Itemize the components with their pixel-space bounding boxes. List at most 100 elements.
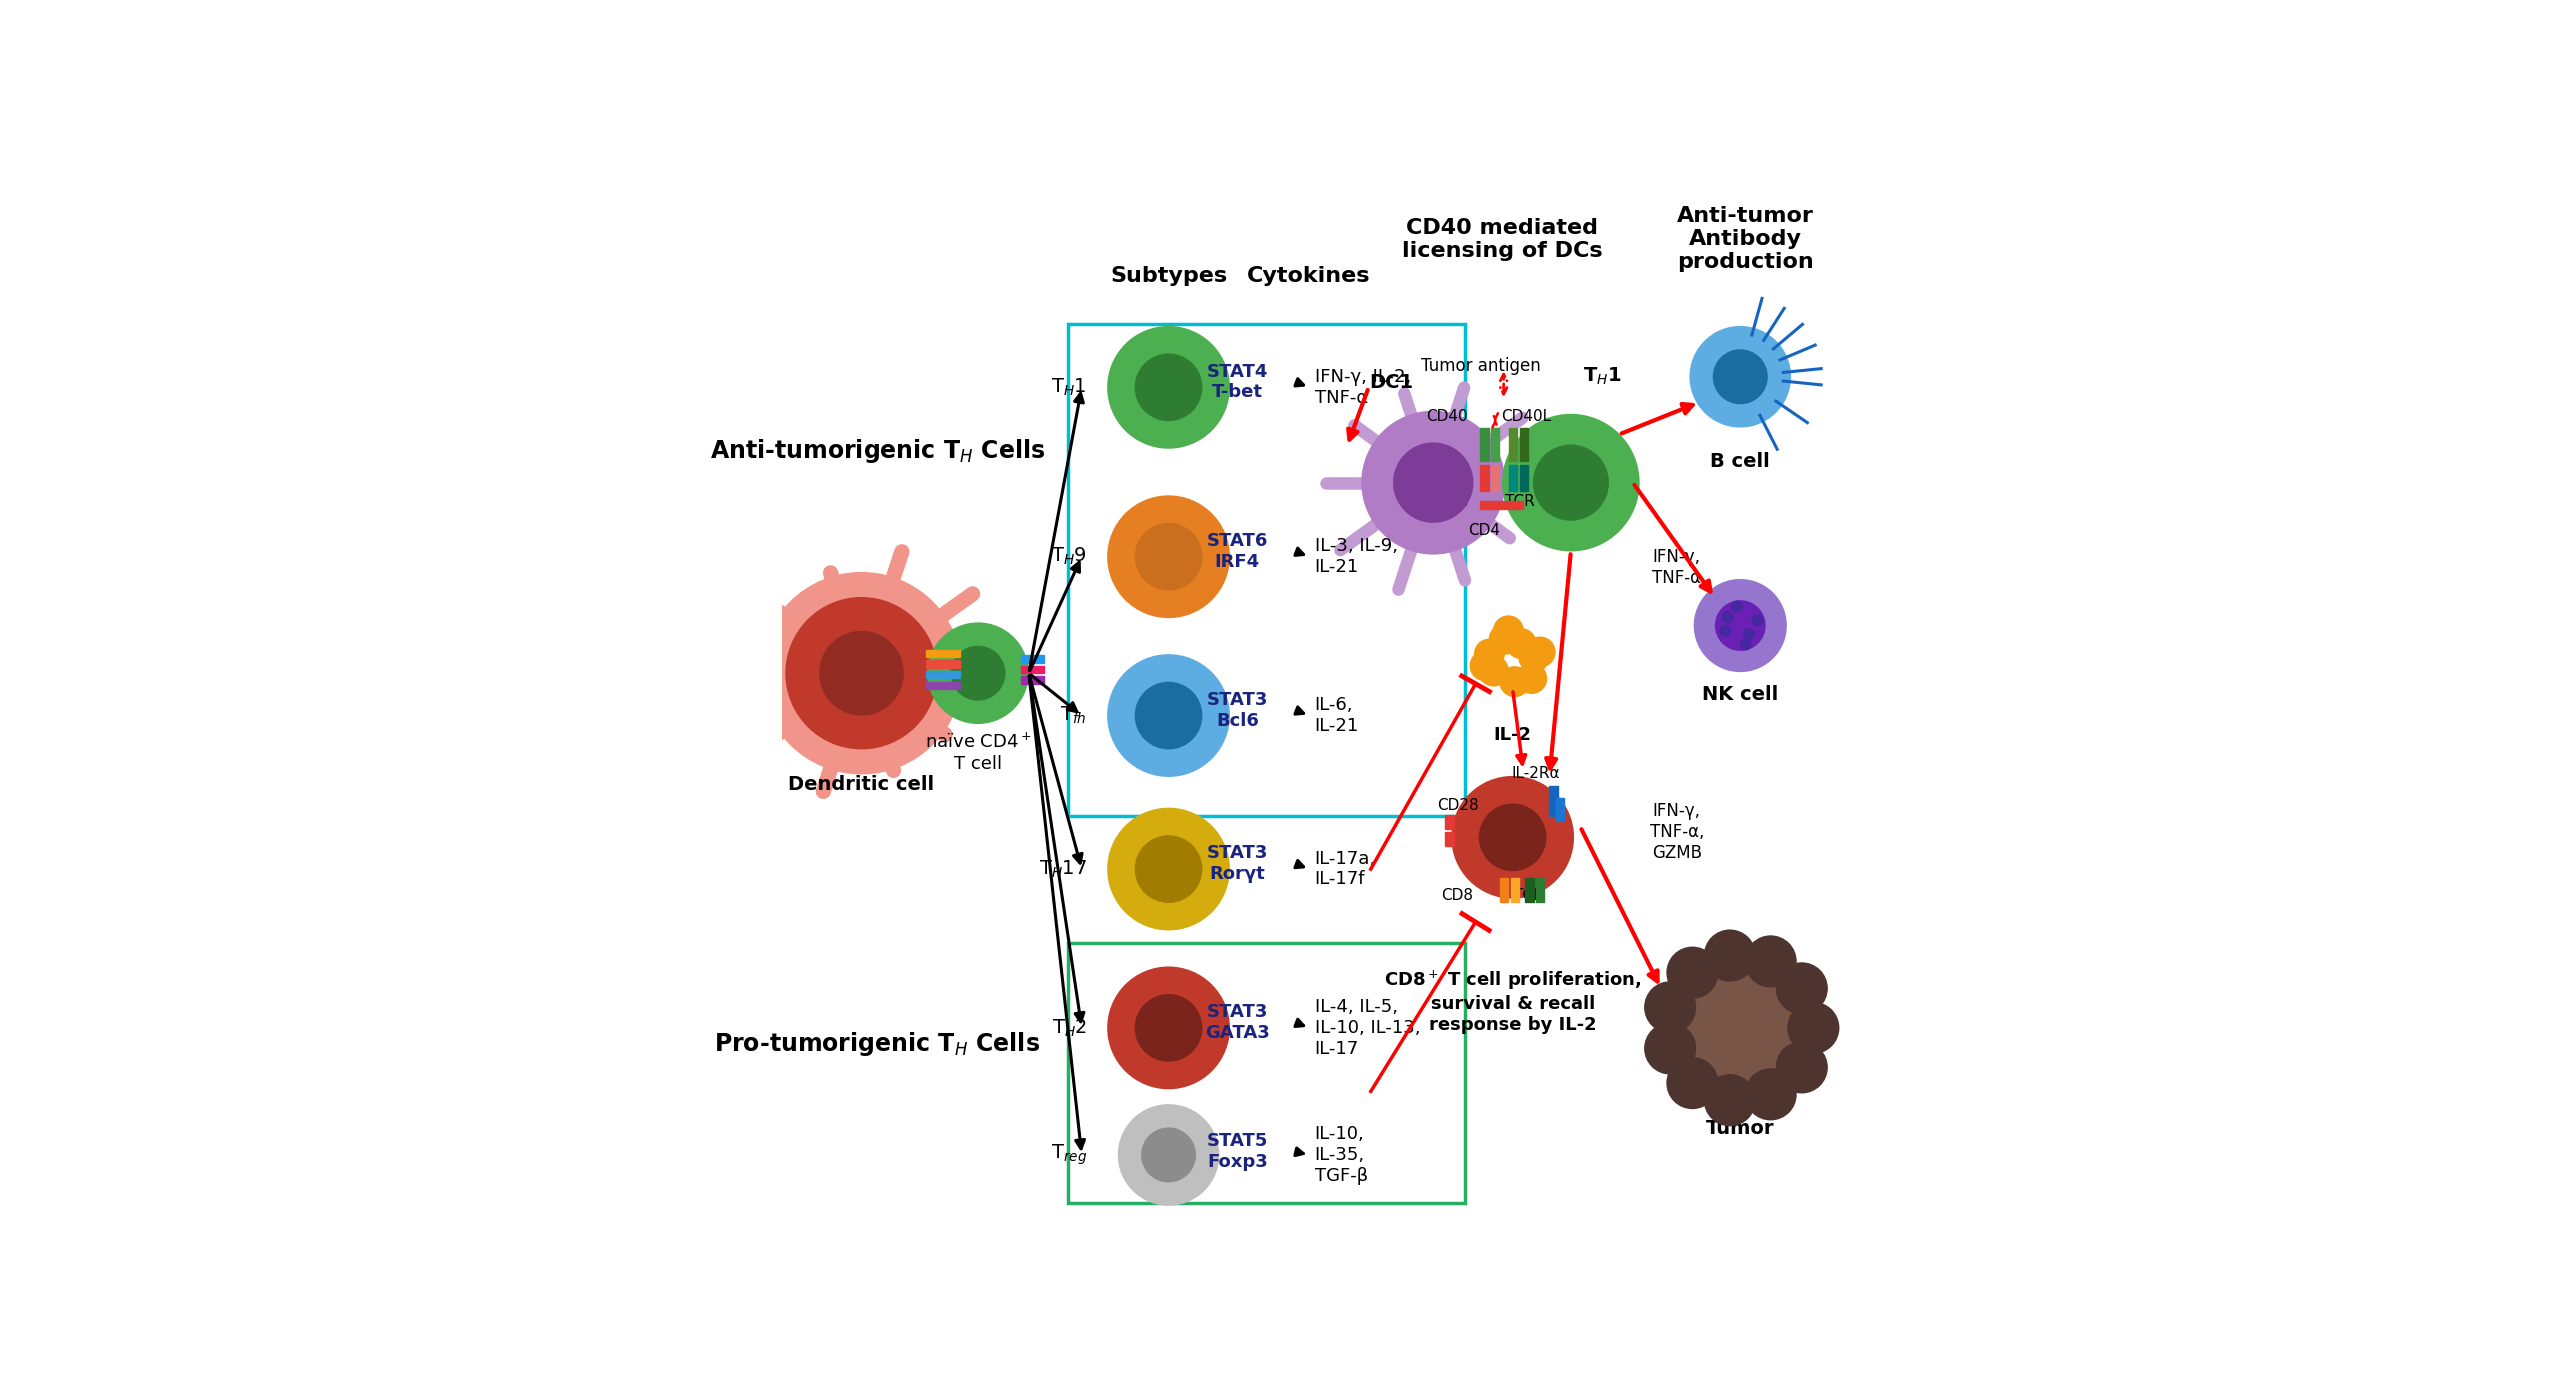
Bar [1510, 879, 1520, 902]
Text: STAT6
IRF4: STAT6 IRF4 [1208, 532, 1269, 571]
Text: CD40: CD40 [1425, 410, 1469, 425]
Text: T$_H$1: T$_H$1 [1584, 366, 1622, 388]
FancyBboxPatch shape [1067, 324, 1464, 817]
Text: TCR: TCR [1515, 888, 1543, 903]
Circle shape [1645, 1023, 1697, 1074]
Circle shape [1720, 626, 1730, 637]
Bar [1551, 786, 1558, 817]
Circle shape [1471, 650, 1500, 681]
Text: T$_{fh}$: T$_{fh}$ [1059, 705, 1088, 726]
Circle shape [1118, 1104, 1221, 1206]
Circle shape [1134, 682, 1203, 749]
Text: Subtypes: Subtypes [1111, 267, 1228, 286]
Text: IL-10,
IL-35,
TGF-β: IL-10, IL-35, TGF-β [1315, 1125, 1369, 1185]
Text: IFN-γ,
TNF-α,
GZMB: IFN-γ, TNF-α, GZMB [1651, 802, 1704, 862]
Circle shape [926, 623, 1029, 725]
Text: Anti-tumor
Antibody
production: Anti-tumor Antibody production [1676, 206, 1814, 272]
Circle shape [1108, 654, 1231, 777]
Bar [926, 682, 960, 689]
Text: naïve CD4$^+$
T cell: naïve CD4$^+$ T cell [924, 733, 1031, 773]
Circle shape [1732, 601, 1743, 612]
Circle shape [1704, 1075, 1755, 1126]
Circle shape [1745, 936, 1796, 987]
Bar [1021, 656, 1044, 663]
Text: IL-2Rα: IL-2Rα [1512, 766, 1561, 781]
Circle shape [1689, 326, 1791, 428]
Text: IL-3, IL-9,
IL-21: IL-3, IL-9, IL-21 [1315, 538, 1397, 576]
Text: T$_H$9: T$_H$9 [1052, 546, 1088, 568]
Text: STAT3
Bcl6: STAT3 Bcl6 [1208, 690, 1269, 730]
Text: CD8$^+$ T cell proliferation,
survival & recall
response by IL-2: CD8$^+$ T cell proliferation, survival &… [1384, 969, 1640, 1034]
Text: CD40L: CD40L [1502, 410, 1551, 425]
Circle shape [819, 631, 903, 715]
Text: IL-4, IL-5,
IL-10, IL-13,
IL-17: IL-4, IL-5, IL-10, IL-13, IL-17 [1315, 998, 1420, 1057]
Text: CD8: CD8 [1441, 888, 1474, 903]
Text: IL-2: IL-2 [1494, 726, 1533, 744]
Circle shape [1494, 616, 1523, 646]
Bar [1479, 465, 1489, 491]
Text: STAT4
T-bet: STAT4 T-bet [1208, 363, 1269, 401]
Circle shape [760, 572, 962, 774]
Bar [1520, 428, 1528, 462]
Text: NK cell: NK cell [1702, 685, 1779, 704]
Circle shape [1743, 628, 1753, 639]
Text: IFN-γ,
TNF-α: IFN-γ, TNF-α [1653, 547, 1702, 587]
Text: TCR: TCR [1505, 494, 1535, 509]
Bar [926, 660, 960, 668]
Text: T$_H$2: T$_H$2 [1052, 1018, 1088, 1038]
Text: Cytokines: Cytokines [1246, 267, 1369, 286]
Circle shape [1776, 1042, 1827, 1093]
Bar [1446, 815, 1454, 829]
Bar [1520, 465, 1528, 491]
Bar [1446, 832, 1454, 846]
Circle shape [1507, 628, 1535, 659]
Text: DC1: DC1 [1369, 373, 1413, 392]
Bar [926, 650, 960, 657]
Text: T$_{reg}$: T$_{reg}$ [1052, 1143, 1088, 1167]
Circle shape [1645, 982, 1697, 1033]
Text: T$_H$1: T$_H$1 [1052, 377, 1088, 397]
Circle shape [949, 646, 1006, 701]
Circle shape [1666, 947, 1717, 998]
Bar [1525, 879, 1533, 902]
Circle shape [1108, 967, 1231, 1089]
Bar [1479, 500, 1523, 509]
Bar [1492, 465, 1500, 491]
Circle shape [1489, 624, 1520, 654]
Text: STAT3
GATA3: STAT3 GATA3 [1205, 1004, 1269, 1042]
Circle shape [1740, 639, 1750, 650]
Text: Tumor antigen: Tumor antigen [1420, 358, 1541, 375]
Circle shape [1789, 1002, 1840, 1053]
Circle shape [1361, 411, 1505, 554]
Circle shape [1661, 949, 1819, 1107]
Circle shape [1451, 775, 1574, 899]
Circle shape [1479, 656, 1507, 686]
Circle shape [1474, 639, 1505, 670]
Bar [926, 671, 960, 678]
Bar [1479, 428, 1489, 462]
Circle shape [1134, 522, 1203, 591]
Text: T$_H$17: T$_H$17 [1039, 858, 1088, 880]
Bar [1556, 798, 1564, 821]
Text: STAT5
Foxp3: STAT5 Foxp3 [1208, 1133, 1269, 1172]
Circle shape [1753, 615, 1763, 626]
Text: IL-17a,
IL-17f: IL-17a, IL-17f [1315, 850, 1377, 888]
Circle shape [1479, 803, 1546, 872]
Circle shape [1502, 414, 1640, 551]
Circle shape [1776, 962, 1827, 1013]
Bar [1535, 879, 1546, 902]
Bar [1021, 676, 1044, 683]
Circle shape [1722, 612, 1732, 623]
FancyBboxPatch shape [1067, 943, 1464, 1203]
Text: MHCII: MHCII [1425, 494, 1469, 509]
Circle shape [1525, 637, 1556, 667]
Circle shape [1533, 444, 1610, 521]
Text: CD4: CD4 [1469, 522, 1500, 538]
Circle shape [1745, 1068, 1796, 1119]
Circle shape [1108, 495, 1231, 619]
Circle shape [1134, 994, 1203, 1062]
Circle shape [1108, 326, 1231, 448]
Circle shape [1108, 807, 1231, 931]
Circle shape [1715, 600, 1766, 650]
Text: STAT3
Rorγt: STAT3 Rorγt [1208, 844, 1269, 883]
